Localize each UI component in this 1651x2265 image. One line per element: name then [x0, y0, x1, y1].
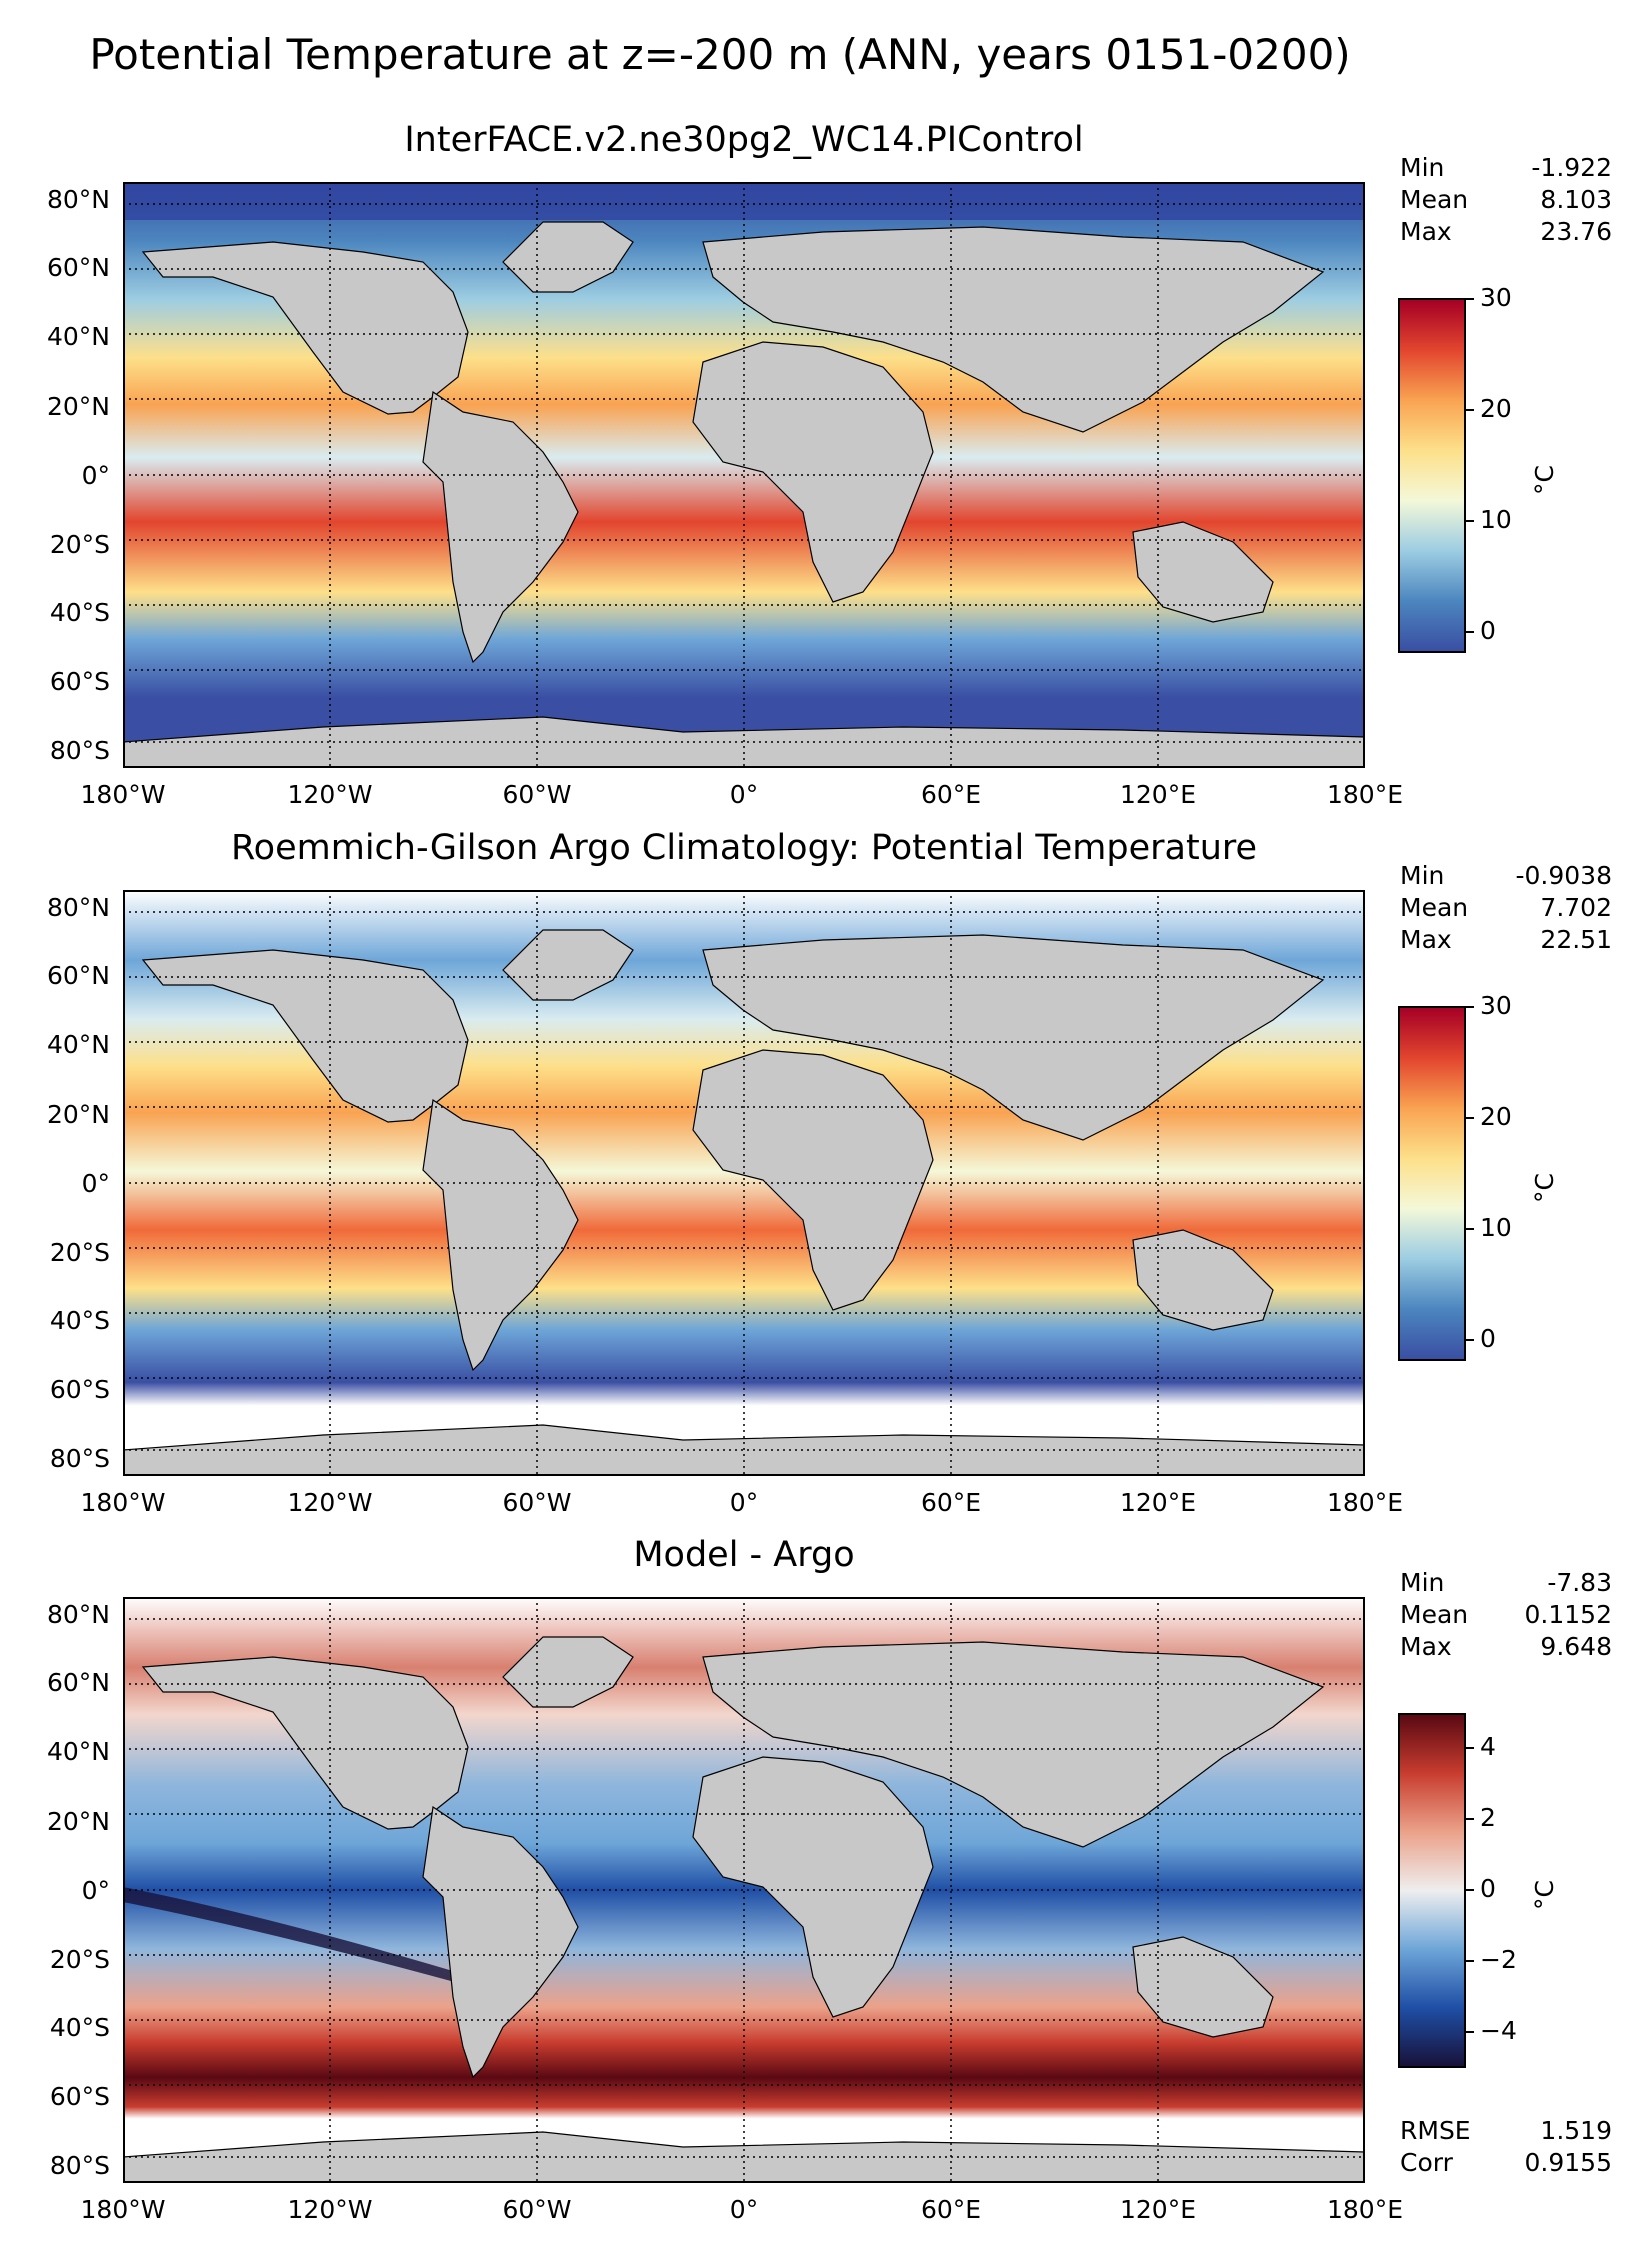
grid-lines [123, 890, 1365, 1476]
panel-title: InterFACE.v2.ne30pg2_WC14.PIControl [404, 120, 1084, 160]
grid-lines [123, 1597, 1365, 2183]
panel-title: Roemmich-Gilson Argo Climatology: Potent… [230, 828, 1258, 868]
map-svg [123, 890, 1365, 1476]
figure-title: Potential Temperature at z=-200 m (ANN, … [89, 30, 1351, 79]
colorbar-unit: °C [1530, 465, 1559, 495]
map-argo [123, 890, 1365, 1476]
panel-argo: Roemmich-Gilson Argo Climatology: Potent… [46, 828, 1612, 1517]
colorbar-unit: °C [1530, 1173, 1559, 1203]
stats-box: Min -0.9038 Mean 7.702 Max 22.51 [1400, 861, 1612, 954]
map-svg [123, 1597, 1365, 2183]
colorbar [1398, 1006, 1466, 1361]
grid-lines [123, 182, 1365, 768]
stats-box: Min -1.922 Mean 8.103 Max 23.76 [1400, 153, 1612, 246]
colorbar [1398, 298, 1466, 653]
land-masses [123, 929, 1365, 1476]
panel-title: Model - Argo [633, 1535, 855, 1575]
map-difference [123, 1597, 1365, 2183]
land-masses [123, 221, 1365, 768]
colorbar [1398, 1713, 1466, 2068]
stats-box: Min -7.83 Mean 0.1152 Max 9.648 [1400, 1568, 1612, 1661]
land-masses [123, 1636, 1365, 2183]
panel-model: InterFACE.v2.ne30pg2_WC14.PIControl [46, 120, 1612, 809]
colorbar-unit: °C [1530, 1880, 1559, 1910]
panel-difference: Model - Argo [46, 1535, 1612, 2224]
map-model [123, 182, 1365, 768]
error-stats-box: RMSE 1.519 Corr 0.9155 [1400, 2116, 1612, 2177]
map-svg [123, 182, 1365, 768]
